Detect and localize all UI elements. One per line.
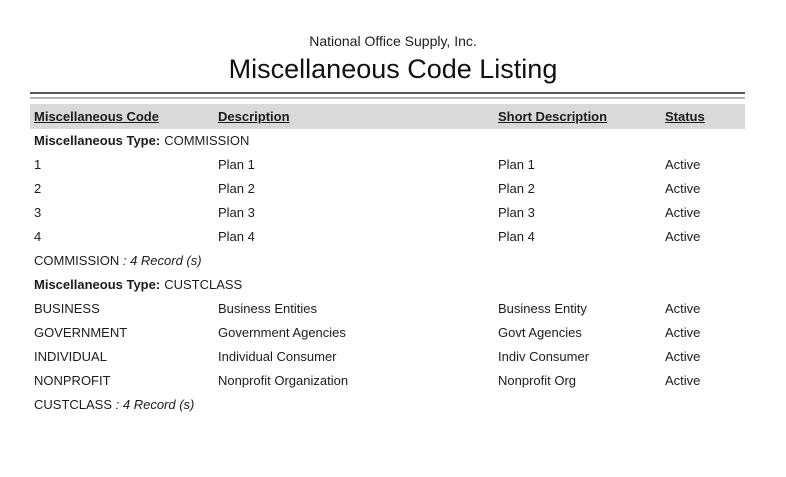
- company-name: National Office Supply, Inc.: [309, 33, 477, 49]
- cell-miscellaneous-code: BUSINESS: [34, 301, 100, 316]
- cell-miscellaneous-code: GOVERNMENT: [34, 325, 128, 340]
- cell-miscellaneous-code: 4: [34, 229, 42, 244]
- cell-description: Government Agencies: [218, 325, 346, 340]
- cell-status: Active: [665, 229, 701, 244]
- group-footer-custclass: CUSTCLASS : 4 Record (s): [30, 393, 745, 417]
- table-header-row: Miscellaneous Code Description Short Des…: [30, 104, 745, 129]
- cell-short-description: Plan 3: [498, 205, 535, 220]
- cell-description: Business Entities: [218, 301, 317, 316]
- top-rule-light: [30, 97, 745, 99]
- cell-short-description: Nonprofit Org: [498, 373, 577, 388]
- cell-miscellaneous-code: NONPROFIT: [34, 373, 111, 388]
- table-row: BUSINESS Business Entities Business Enti…: [30, 297, 745, 321]
- column-header-description: Description: [218, 109, 290, 124]
- cell-short-description: Business Entity: [498, 301, 587, 316]
- cell-status: Active: [665, 301, 701, 316]
- cell-description: Individual Consumer: [218, 349, 337, 364]
- cell-short-description: Plan 2: [498, 181, 535, 196]
- group-header-label: Miscellaneous Type:: [34, 277, 161, 292]
- cell-description: Nonprofit Organization: [218, 373, 349, 388]
- group-footer-commission: COMMISSION : 4 Record (s): [30, 249, 745, 273]
- cell-status: Active: [665, 205, 701, 220]
- table-row: 2 Plan 2 Plan 2 Active: [30, 177, 745, 201]
- cell-status: Active: [665, 325, 701, 340]
- table-row: 3 Plan 3 Plan 3 Active: [30, 201, 745, 225]
- cell-miscellaneous-code: 3: [34, 205, 42, 220]
- cell-short-description: Plan 4: [498, 229, 535, 244]
- group-footer-name: CUSTCLASS: [34, 397, 116, 412]
- cell-short-description: Indiv Consumer: [498, 349, 590, 364]
- group-header-label: Miscellaneous Type:: [34, 133, 161, 148]
- table-row: GOVERNMENT Government Agencies Govt Agen…: [30, 321, 745, 345]
- column-header-miscellaneous-code: Miscellaneous Code: [34, 109, 159, 124]
- group-header-custclass: Miscellaneous Type: CUSTCLASS: [30, 273, 745, 297]
- cell-short-description: Plan 1: [498, 157, 535, 172]
- report-page: National Office Supply, Inc. Miscellaneo…: [0, 33, 786, 417]
- cell-status: Active: [665, 373, 701, 388]
- cell-description: Plan 4: [218, 229, 255, 244]
- cell-status: Active: [665, 349, 701, 364]
- cell-short-description: Govt Agencies: [498, 325, 582, 340]
- page-title: Miscellaneous Code Listing: [228, 54, 558, 84]
- cell-description: Plan 2: [218, 181, 255, 196]
- cell-status: Active: [665, 157, 701, 172]
- group-header-commission: Miscellaneous Type: COMMISSION: [30, 129, 745, 153]
- table-row: INDIVIDUAL Individual Consumer Indiv Con…: [30, 345, 745, 369]
- group-footer-name: COMMISSION: [34, 253, 123, 268]
- report-table: Miscellaneous Code Description Short Des…: [30, 92, 745, 417]
- cell-status: Active: [665, 181, 701, 196]
- cell-miscellaneous-code: 2: [34, 181, 42, 196]
- cell-miscellaneous-code: INDIVIDUAL: [34, 349, 107, 364]
- cell-description: Plan 1: [218, 157, 255, 172]
- table-row: 1 Plan 1 Plan 1 Active: [30, 153, 745, 177]
- group-header-value: CUSTCLASS: [164, 277, 243, 292]
- column-header-short-description: Short Description: [498, 109, 608, 124]
- cell-miscellaneous-code: 1: [34, 157, 42, 172]
- table-row: NONPROFIT Nonprofit Organization Nonprof…: [30, 369, 745, 393]
- column-header-status: Status: [665, 109, 705, 124]
- top-rule-dark: [30, 92, 745, 94]
- group-header-value: COMMISSION: [164, 133, 250, 148]
- table-row: 4 Plan 4 Plan 4 Active: [30, 225, 745, 249]
- cell-description: Plan 3: [218, 205, 255, 220]
- group-footer-record-count: : 4 Record (s): [115, 397, 195, 412]
- group-footer-record-count: : 4 Record (s): [122, 253, 202, 268]
